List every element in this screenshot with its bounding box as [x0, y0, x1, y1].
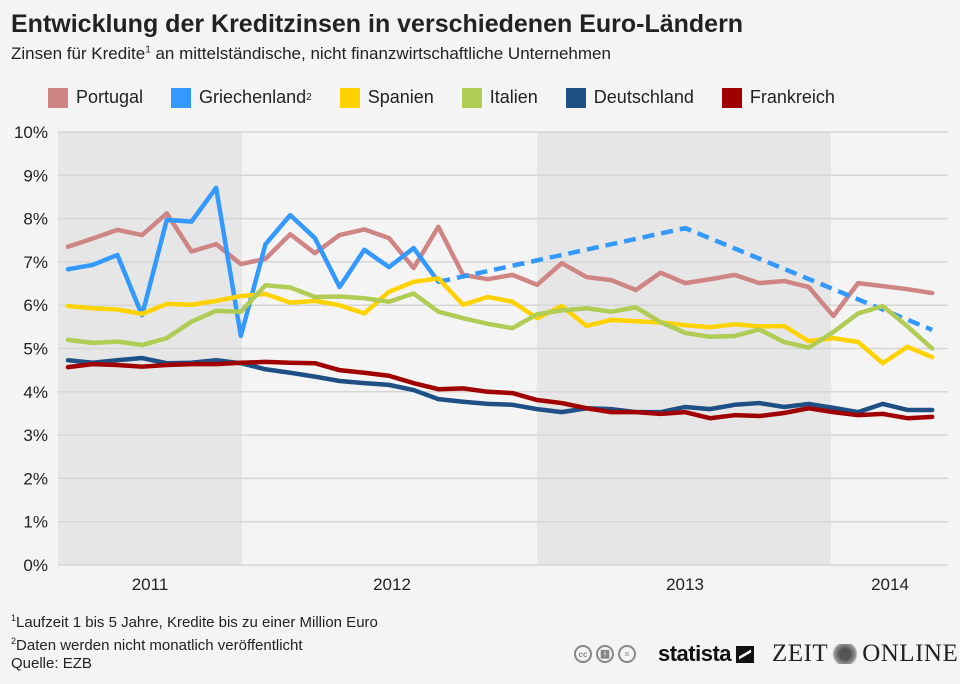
chart-subtitle: Zinsen für Kredite1 an mittelständische,… [11, 44, 611, 64]
footnote-marker: 1 [11, 613, 17, 623]
y-tick-label: 2% [23, 469, 48, 488]
legend-item-portugal: Portugal [48, 87, 143, 108]
legend-item-spanien: Spanien [339, 87, 434, 108]
y-tick-label: 4% [23, 383, 48, 402]
legend-item-italien: Italien [461, 87, 538, 108]
statista-logo[interactable]: statista [658, 641, 755, 667]
no-derivatives-icon: = [618, 645, 636, 663]
series-line-portugal [65, 211, 935, 319]
legend-swatch [48, 87, 68, 108]
series-line-griechenland [65, 185, 441, 339]
series-line-frankreich [65, 359, 935, 421]
legend-item-frankreich: Frankreich [721, 87, 835, 108]
y-tick-label: 8% [23, 210, 48, 229]
chart-title: Entwicklung der Kreditzinsen in verschie… [11, 10, 744, 38]
statista-wordmark: statista [658, 641, 732, 666]
legend-item-deutschland: Deutschland [565, 87, 694, 108]
y-tick-label: 6% [23, 296, 48, 315]
legend-swatch [565, 87, 586, 108]
legend-label: Frankreich [749, 87, 835, 107]
online-wordmark: ONLINE [862, 640, 959, 667]
footnote-marker: 2 [11, 636, 17, 646]
footnote-marker: 2 [306, 92, 312, 103]
license-icons[interactable]: cc 🚹︎ = [574, 645, 636, 663]
y-tick-label: 3% [23, 426, 48, 445]
y-tick-label: 10% [14, 123, 48, 142]
footnote-text: Laufzeit 1 bis 5 Jahre, Kredite bis zu e… [16, 614, 378, 631]
legend-swatch [461, 87, 482, 108]
series-line-deutschland [65, 355, 935, 415]
legend-label: Portugal [76, 87, 144, 107]
legend-swatch [721, 87, 742, 108]
x-tick-label: 2011 [132, 575, 169, 594]
legend-label: Italien [489, 87, 538, 107]
zeit-online-logo[interactable]: ZEIT ONLINE [772, 640, 958, 668]
y-tick-label: 7% [23, 253, 48, 272]
series-line-italien [65, 283, 935, 351]
legend: Portugal Griechenland 2 Spanien Italien D… [48, 87, 863, 108]
y-tick-label: 9% [23, 166, 48, 185]
subtitle-text-rest: an mittelständische, nicht finanzwirtsch… [150, 44, 611, 63]
statista-icon [736, 645, 755, 663]
footnote-1: 1Laufzeit 1 bis 5 Jahre, Kredite bis zu … [11, 609, 378, 632]
footnote-2: 2Daten werden nicht monatlich veröffentl… [11, 632, 378, 655]
legend-label: Spanien [367, 87, 434, 107]
legend-label: Griechenland [199, 87, 307, 107]
legend-label: Deutschland [593, 87, 694, 107]
legend-swatch [171, 87, 192, 108]
y-tick-label: 1% [23, 513, 48, 532]
attribution-icon: 🚹︎ [596, 645, 614, 663]
footnote-marker: 1 [145, 44, 151, 56]
eagle-icon [830, 644, 861, 664]
footnote-text: Daten werden nicht monatlich veröffentli… [16, 637, 303, 654]
x-tick-label: 2014 [871, 575, 909, 594]
zeit-wordmark: ZEIT [772, 640, 829, 667]
legend-item-griechenland: Griechenland 2 [171, 87, 312, 108]
y-tick-label: 5% [23, 340, 48, 359]
source: Quelle: EZB [11, 655, 92, 672]
cc-icon: cc [574, 645, 592, 663]
footnotes: 1Laufzeit 1 bis 5 Jahre, Kredite bis zu … [11, 609, 378, 673]
legend-swatch [339, 87, 360, 108]
logos: cc 🚹︎ = statista ZEIT ONLINE [574, 640, 958, 668]
x-tick-label: 2013 [666, 575, 704, 594]
series-line-spanien [65, 276, 935, 366]
y-tick-label: 0% [23, 556, 48, 575]
x-tick-label: 2012 [373, 575, 411, 594]
subtitle-text: Zinsen für Kredite [11, 44, 146, 63]
